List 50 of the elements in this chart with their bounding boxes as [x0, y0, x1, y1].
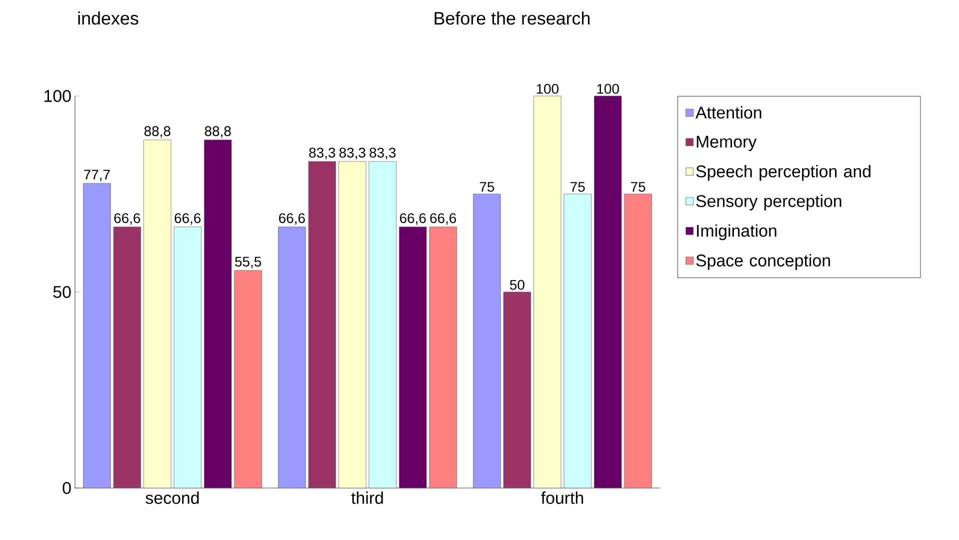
- data-label: 66,6: [114, 213, 140, 225]
- bar: [144, 140, 172, 488]
- data-label: 83,3: [339, 148, 366, 160]
- legend-label: Sensory perception: [696, 194, 842, 210]
- data-label: 75: [480, 182, 494, 192]
- data-label: 55,5: [235, 256, 262, 268]
- data-label: 83,3: [370, 148, 396, 160]
- bar: [234, 270, 262, 488]
- data-label: 100: [536, 84, 558, 94]
- x-tick-label: fourth: [541, 492, 584, 504]
- data-label: 66,6: [174, 213, 201, 225]
- legend-label: Imigination: [697, 224, 776, 240]
- data-label: 88,8: [204, 126, 231, 138]
- bar: [308, 161, 336, 488]
- data-label: 83,3: [309, 148, 336, 160]
- y-tick-label: 100: [44, 90, 71, 102]
- bar: [624, 194, 652, 488]
- y-axis-title: indexes: [78, 12, 138, 25]
- bar: [473, 194, 501, 488]
- data-label: 88,8: [144, 126, 170, 138]
- data-label: 66,6: [430, 213, 456, 225]
- y-tick-label: 0: [62, 482, 71, 494]
- data-label: 77,7: [84, 170, 110, 182]
- data-label: 100: [597, 84, 619, 94]
- bar: [503, 292, 532, 488]
- data-label: 50: [510, 280, 524, 290]
- legend-label: Speech perception and: [696, 164, 870, 181]
- legend-label: Space conception: [696, 254, 830, 270]
- bar: [338, 161, 366, 488]
- x-tick-label: second: [146, 492, 199, 504]
- bar: [278, 226, 306, 488]
- y-tick-label: 50: [53, 286, 71, 298]
- bar: [83, 183, 111, 488]
- bar: [564, 194, 592, 488]
- bar: [368, 161, 396, 488]
- data-label: 75: [631, 182, 646, 192]
- data-label: 66,6: [279, 213, 305, 225]
- bar: [113, 226, 142, 488]
- bar: [204, 140, 232, 488]
- bar: [174, 226, 202, 488]
- bar: [534, 96, 562, 488]
- x-tick-label: third: [351, 492, 383, 504]
- data-label: 75: [570, 182, 585, 192]
- bar: [429, 226, 457, 488]
- data-label: 66,6: [400, 213, 426, 225]
- bar: [398, 226, 427, 488]
- legend-label: Attention: [696, 106, 762, 119]
- chart-title: Before the research: [434, 12, 590, 25]
- bar: [594, 96, 622, 488]
- legend-label: Memory: [696, 136, 757, 152]
